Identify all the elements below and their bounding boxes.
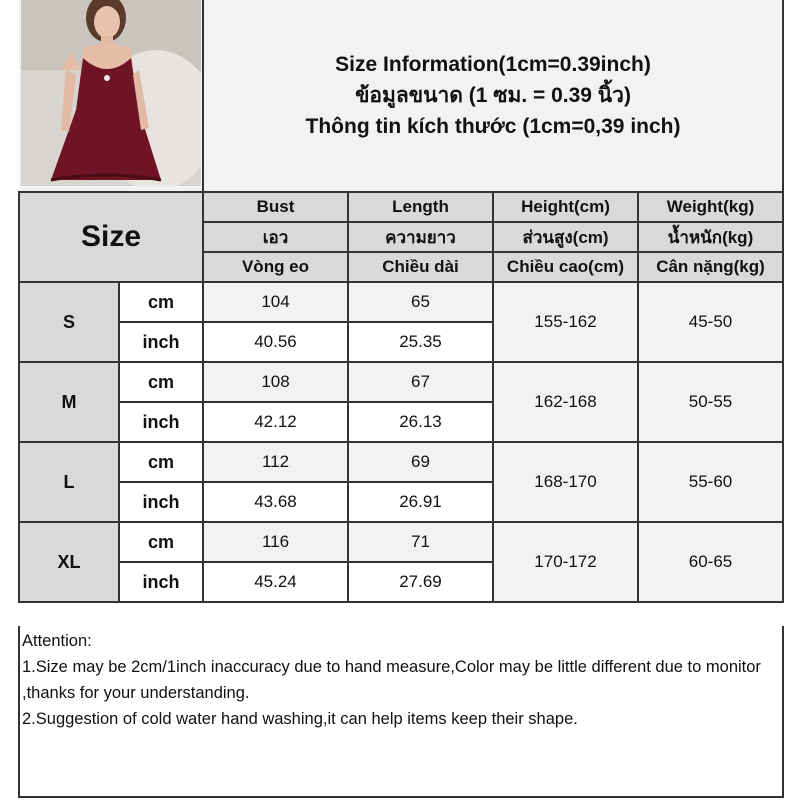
unit-cm: cm	[118, 441, 204, 483]
size-header: Size	[18, 191, 204, 283]
unit-inch: inch	[118, 321, 204, 363]
col-bust-th: เอว	[202, 221, 349, 253]
col-height-th: ส่วนสูง(cm)	[492, 221, 639, 253]
weight-range: 50-55	[636, 361, 785, 443]
height-range: 162-168	[492, 361, 639, 443]
table-row: M cm 108 67 162-168 50-55	[18, 361, 785, 443]
product-photo	[19, 0, 216, 193]
col-weight-th: น้ำหนัก(kg)	[636, 221, 785, 253]
title-vietnamese: Thông tin kích thước (1cm=0,39 inch)	[305, 115, 681, 138]
attention-notes: Attention: 1.Size may be 2cm/1inch inacc…	[18, 626, 784, 798]
size-cell: S	[18, 281, 120, 363]
bust-cm: 112	[202, 441, 349, 483]
col-weight-en: Weight(kg)	[636, 191, 785, 223]
weight-range: 60-65	[636, 521, 785, 603]
table-row: L cm 112 69 168-170 55-60	[18, 441, 785, 523]
col-weight-vi: Cân nặng(kg)	[636, 251, 785, 283]
weight-range: 45-50	[636, 281, 785, 363]
table-row: inch 42.12 26.13	[19, 401, 783, 443]
bust-cm: 104	[202, 281, 349, 323]
col-bust-vi: Vòng eo	[202, 251, 349, 283]
table-row: S cm 104 65 155-162 45-50	[18, 281, 785, 363]
length-inch: 26.91	[347, 481, 494, 523]
height-range: 155-162	[492, 281, 639, 363]
col-length-en: Length	[347, 191, 494, 223]
attention-note-1: 1.Size may be 2cm/1inch inaccuracy due t…	[22, 658, 766, 702]
col-length-vi: Chiều dài	[347, 251, 494, 283]
bust-inch: 43.68	[202, 481, 349, 523]
length-inch: 27.69	[347, 561, 494, 603]
size-chart: Size Information(1cm=0.39inch) ข้อมูลขนา…	[18, 0, 785, 603]
size-cell: XL	[18, 521, 120, 603]
title-english: Size Information(1cm=0.39inch)	[335, 53, 651, 76]
attention-title: Attention:	[22, 632, 92, 650]
size-info-header: Size Information(1cm=0.39inch) ข้อมูลขนา…	[201, 0, 785, 193]
table-row: XL cm 116 71 170-172 60-65	[18, 521, 785, 603]
height-range: 168-170	[492, 441, 639, 523]
dress-photo-icon	[20, 0, 216, 190]
table-row: inch 45.24 27.69	[19, 561, 783, 603]
unit-cm: cm	[118, 521, 204, 563]
length-cm: 71	[347, 521, 494, 563]
col-bust-en: Bust	[202, 191, 349, 223]
col-height-vi: Chiều cao(cm)	[492, 251, 639, 283]
table-row: inch 43.68 26.91	[19, 481, 783, 523]
bust-cm: 116	[202, 521, 349, 563]
title-thai: ข้อมูลขนาด (1 ซม. = 0.39 นิ้ว)	[355, 84, 631, 107]
unit-inch: inch	[118, 401, 204, 443]
attention-note-2: 2.Suggestion of cold water hand washing,…	[22, 710, 578, 728]
length-inch: 25.35	[347, 321, 494, 363]
bust-inch: 40.56	[202, 321, 349, 363]
col-length-th: ความยาว	[347, 221, 494, 253]
length-inch: 26.13	[347, 401, 494, 443]
length-cm: 65	[347, 281, 494, 323]
unit-cm: cm	[118, 361, 204, 403]
table-row: inch 40.56 25.35	[19, 321, 783, 363]
length-cm: 67	[347, 361, 494, 403]
height-range: 170-172	[492, 521, 639, 603]
size-cell: L	[18, 441, 120, 523]
unit-inch: inch	[118, 561, 204, 603]
weight-range: 55-60	[636, 441, 785, 523]
length-cm: 69	[347, 441, 494, 483]
unit-inch: inch	[118, 481, 204, 523]
size-cell: M	[18, 361, 120, 443]
bust-inch: 45.24	[202, 561, 349, 603]
unit-cm: cm	[118, 281, 204, 323]
size-table: Size Information(1cm=0.39inch) ข้อมูลขนา…	[18, 0, 785, 603]
bust-inch: 42.12	[202, 401, 349, 443]
bust-cm: 108	[202, 361, 349, 403]
col-height-en: Height(cm)	[492, 191, 639, 223]
